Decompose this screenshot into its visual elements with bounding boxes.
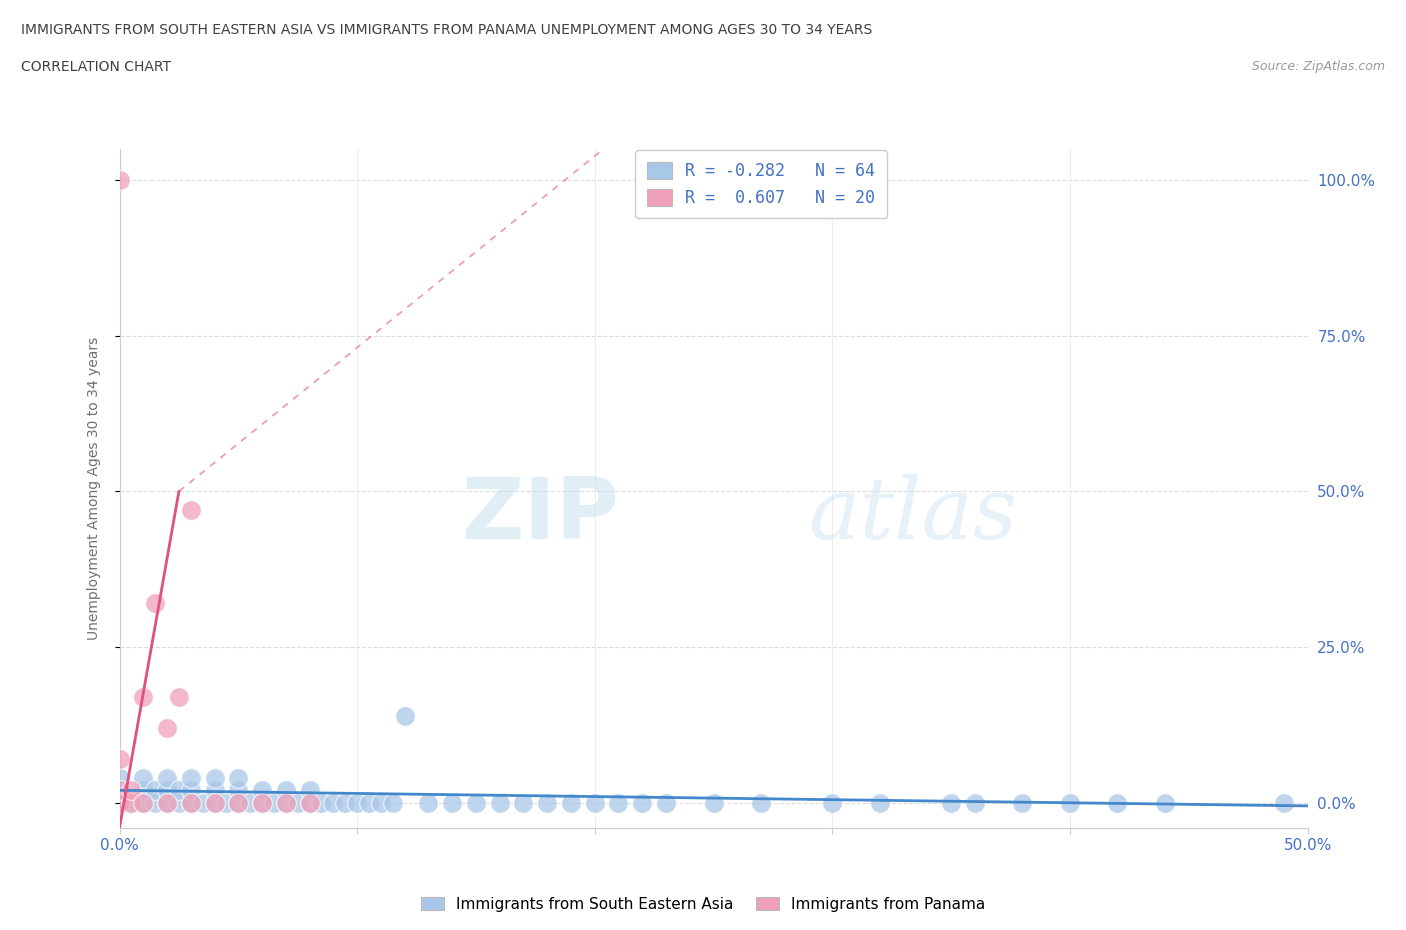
Text: atlas: atlas — [808, 474, 1018, 557]
Text: Source: ZipAtlas.com: Source: ZipAtlas.com — [1251, 60, 1385, 73]
Point — [143, 795, 166, 810]
Legend: R = -0.282   N = 64, R =  0.607   N = 20: R = -0.282 N = 64, R = 0.607 N = 20 — [636, 151, 887, 219]
Point — [120, 783, 142, 798]
Point — [180, 783, 202, 798]
Point — [821, 795, 844, 810]
Y-axis label: Unemployment Among Ages 30 to 34 years: Unemployment Among Ages 30 to 34 years — [87, 337, 101, 640]
Point — [108, 770, 131, 785]
Point — [167, 795, 190, 810]
Legend: Immigrants from South Eastern Asia, Immigrants from Panama: Immigrants from South Eastern Asia, Immi… — [415, 890, 991, 918]
Point — [418, 795, 440, 810]
Point — [108, 751, 131, 766]
Point — [228, 795, 250, 810]
Point — [357, 795, 380, 810]
Point — [108, 783, 131, 798]
Point — [1011, 795, 1033, 810]
Point — [167, 689, 190, 704]
Point — [108, 172, 131, 187]
Point — [441, 795, 464, 810]
Point — [156, 770, 179, 785]
Text: ZIP: ZIP — [461, 474, 619, 557]
Point — [108, 795, 131, 810]
Point — [204, 795, 226, 810]
Point — [274, 795, 297, 810]
Point — [274, 783, 297, 798]
Point — [228, 770, 250, 785]
Point — [180, 502, 202, 517]
Point — [250, 795, 273, 810]
Point — [132, 795, 155, 810]
Point — [156, 721, 179, 736]
Point — [287, 795, 309, 810]
Point — [204, 795, 226, 810]
Point — [180, 795, 202, 810]
Point — [156, 795, 179, 810]
Point — [108, 795, 131, 810]
Point — [204, 783, 226, 798]
Point — [180, 795, 202, 810]
Point — [939, 795, 962, 810]
Point — [1059, 795, 1081, 810]
Point — [108, 783, 131, 798]
Point — [228, 795, 250, 810]
Point — [191, 795, 214, 810]
Point — [263, 795, 285, 810]
Point — [167, 783, 190, 798]
Point — [607, 795, 630, 810]
Point — [143, 596, 166, 611]
Point — [749, 795, 772, 810]
Point — [322, 795, 344, 810]
Point — [512, 795, 534, 810]
Point — [132, 795, 155, 810]
Point — [298, 783, 321, 798]
Text: CORRELATION CHART: CORRELATION CHART — [21, 60, 172, 74]
Point — [274, 795, 297, 810]
Point — [536, 795, 558, 810]
Point — [381, 795, 404, 810]
Point — [298, 795, 321, 810]
Point — [204, 770, 226, 785]
Point — [346, 795, 368, 810]
Point — [215, 795, 238, 810]
Point — [583, 795, 606, 810]
Point — [631, 795, 654, 810]
Point — [655, 795, 678, 810]
Point — [370, 795, 392, 810]
Point — [1272, 795, 1295, 810]
Point — [156, 783, 179, 798]
Point — [702, 795, 725, 810]
Point — [394, 708, 416, 723]
Point — [963, 795, 986, 810]
Point — [132, 783, 155, 798]
Point — [560, 795, 582, 810]
Point — [120, 795, 142, 810]
Text: IMMIGRANTS FROM SOUTH EASTERN ASIA VS IMMIGRANTS FROM PANAMA UNEMPLOYMENT AMONG : IMMIGRANTS FROM SOUTH EASTERN ASIA VS IM… — [21, 23, 872, 37]
Point — [488, 795, 510, 810]
Point — [1154, 795, 1177, 810]
Point — [239, 795, 262, 810]
Point — [250, 783, 273, 798]
Point — [311, 795, 333, 810]
Point — [228, 783, 250, 798]
Point — [180, 770, 202, 785]
Point — [250, 795, 273, 810]
Point — [464, 795, 488, 810]
Point — [298, 795, 321, 810]
Point — [1107, 795, 1129, 810]
Point — [108, 795, 131, 810]
Point — [132, 689, 155, 704]
Point — [120, 795, 142, 810]
Point — [335, 795, 357, 810]
Point — [143, 783, 166, 798]
Point — [869, 795, 891, 810]
Point — [132, 770, 155, 785]
Point — [156, 795, 179, 810]
